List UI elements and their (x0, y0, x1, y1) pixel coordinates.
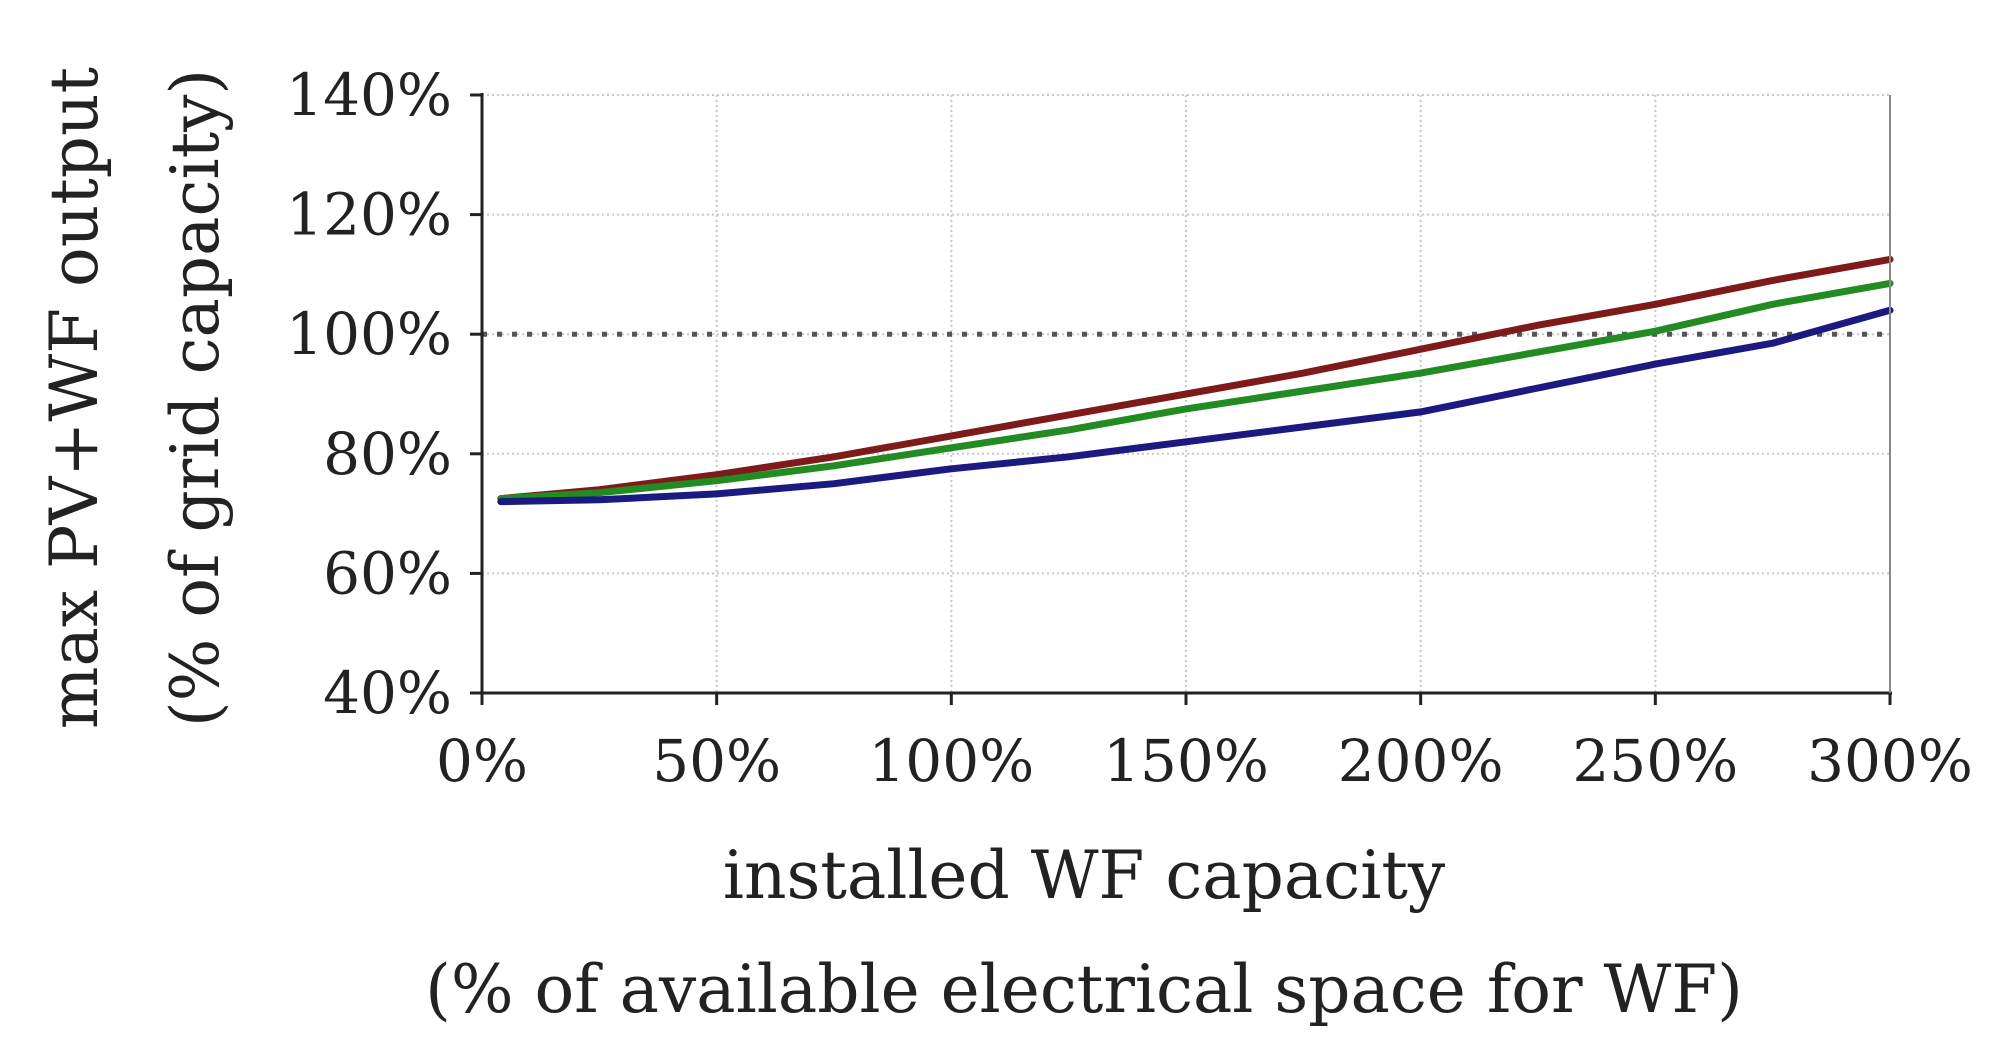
tick-labels: 0% 50% 100% 150% 200% 250% 300% 40% 60% 80% 100% 12… (286, 61, 1973, 795)
x-tick-label: 150% (1103, 727, 1269, 795)
y-tick-label: 140% (286, 61, 452, 129)
x-tick-label: 0% (436, 727, 528, 795)
y-tick-label: 80% (323, 420, 452, 488)
series-line-green-series (497, 279, 1894, 503)
y-axis-subtitle: (% of grid capacity) (157, 69, 234, 727)
x-tick-label: 250% (1572, 727, 1738, 795)
x-axis-subtitle: (% of available electrical space for WF) (425, 951, 1743, 1028)
x-tick-label: 50% (652, 727, 781, 795)
x-tick-label: 100% (868, 727, 1034, 795)
x-axis-title: installed WF capacity (723, 837, 1446, 914)
y-axis-title: max PV+WF output (36, 67, 113, 729)
series-layer (497, 255, 1894, 506)
x-tick-label: 300% (1807, 727, 1973, 795)
axes (470, 93, 1892, 705)
series-line-red-series (497, 255, 1894, 503)
y-tick-label: 40% (323, 659, 452, 727)
y-tick-label: 120% (286, 181, 452, 249)
y-tick-label: 100% (286, 300, 452, 368)
x-tick-label: 200% (1338, 727, 1504, 795)
series-line-blue-series (497, 306, 1894, 506)
y-tick-label: 60% (323, 539, 452, 607)
